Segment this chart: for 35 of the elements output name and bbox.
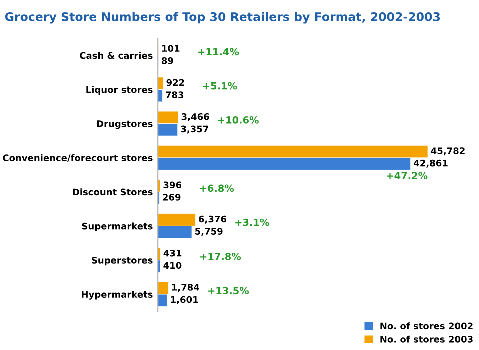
data-label: 5,759: [196, 228, 223, 236]
data-label: 6,376: [199, 216, 227, 224]
data-label: 1,601: [171, 296, 198, 304]
annotation: +10.6%: [218, 116, 259, 124]
data-label: 431: [164, 250, 182, 257]
y-tick-label: Convenience/forecourt stores: [3, 154, 153, 162]
y-tick-label: Supermarkets: [82, 222, 153, 232]
data-label: 1,784: [172, 284, 200, 292]
data-label: 269: [163, 194, 181, 201]
annotation: +17.8%: [200, 253, 242, 260]
data-label: 3,357: [181, 126, 208, 134]
annotation: +13.5%: [208, 287, 250, 294]
legend-label: No. of stores 2003: [380, 336, 473, 343]
data-label: 396: [164, 182, 182, 189]
data-label: 45,782: [431, 148, 465, 156]
data-label: 89: [162, 57, 174, 64]
annotation: +47.2%: [387, 172, 428, 180]
y-tick-label: Liquor stores: [86, 86, 153, 95]
chart-title: Grocery Store Numbers of Top 30 Retailers by Format, 2002-2003: [5, 12, 440, 24]
data-label: 783: [166, 92, 184, 98]
annotation: +3.1%: [236, 218, 270, 226]
annotation: +5.1%: [203, 82, 238, 90]
data-label: 922: [166, 79, 184, 86]
data-label: 42,861: [414, 160, 448, 168]
y-tick-label: Discount Stores: [73, 188, 153, 196]
data-label: 3,466: [182, 113, 210, 122]
y-tick-label: Cash & carries: [80, 52, 153, 60]
data-label: 101: [162, 45, 180, 52]
y-tick-label: Superstores: [92, 257, 153, 266]
legend-label: No. of stores 2002: [380, 322, 473, 330]
annotation: +6.8%: [200, 184, 234, 192]
annotation: +11.4%: [198, 48, 240, 56]
data-label: 410: [164, 262, 182, 270]
y-tick-label: Drugstores: [97, 120, 153, 130]
y-tick-label: Hypermarkets: [82, 291, 153, 300]
